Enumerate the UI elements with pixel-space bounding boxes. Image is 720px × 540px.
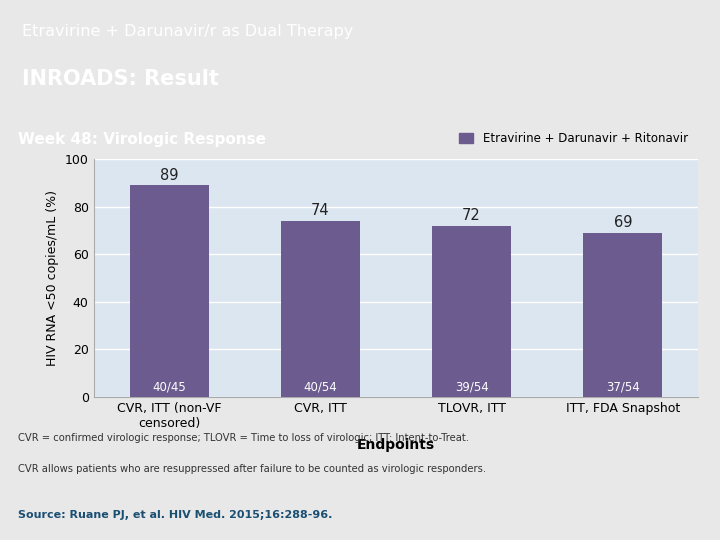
Text: Week 48: Virologic Response: Week 48: Virologic Response — [18, 132, 266, 147]
Bar — [130, 185, 209, 397]
Text: 89: 89 — [160, 167, 179, 183]
Legend: Etravirine + Darunavir + Ritonavir: Etravirine + Darunavir + Ritonavir — [454, 127, 693, 150]
Text: 40/54: 40/54 — [304, 380, 337, 393]
Text: 74: 74 — [311, 203, 330, 218]
Text: 40/45: 40/45 — [153, 380, 186, 393]
X-axis label: Endpoints: Endpoints — [357, 438, 435, 452]
Text: 37/54: 37/54 — [606, 380, 639, 393]
Bar — [281, 221, 360, 397]
Text: CVR allows patients who are resuppressed after failure to be counted as virologi: CVR allows patients who are resuppressed… — [18, 464, 486, 474]
Text: Source: Ruane PJ, et al. HIV Med. 2015;16:288-96.: Source: Ruane PJ, et al. HIV Med. 2015;1… — [18, 510, 333, 519]
Text: 69: 69 — [613, 215, 632, 230]
Text: 39/54: 39/54 — [455, 380, 488, 393]
Y-axis label: HIV RNA <50 copies/mL (%): HIV RNA <50 copies/mL (%) — [46, 190, 59, 366]
Text: CVR = confirmed virologic response; TLOVR = Time to loss of virologic; ITT: Inte: CVR = confirmed virologic response; TLOV… — [18, 433, 469, 443]
Bar — [432, 226, 511, 397]
Text: 72: 72 — [462, 208, 481, 223]
Text: INROADS: Result: INROADS: Result — [22, 69, 218, 89]
Bar — [583, 233, 662, 397]
Text: Etravirine + Darunavir/r as Dual Therapy: Etravirine + Darunavir/r as Dual Therapy — [22, 24, 353, 39]
